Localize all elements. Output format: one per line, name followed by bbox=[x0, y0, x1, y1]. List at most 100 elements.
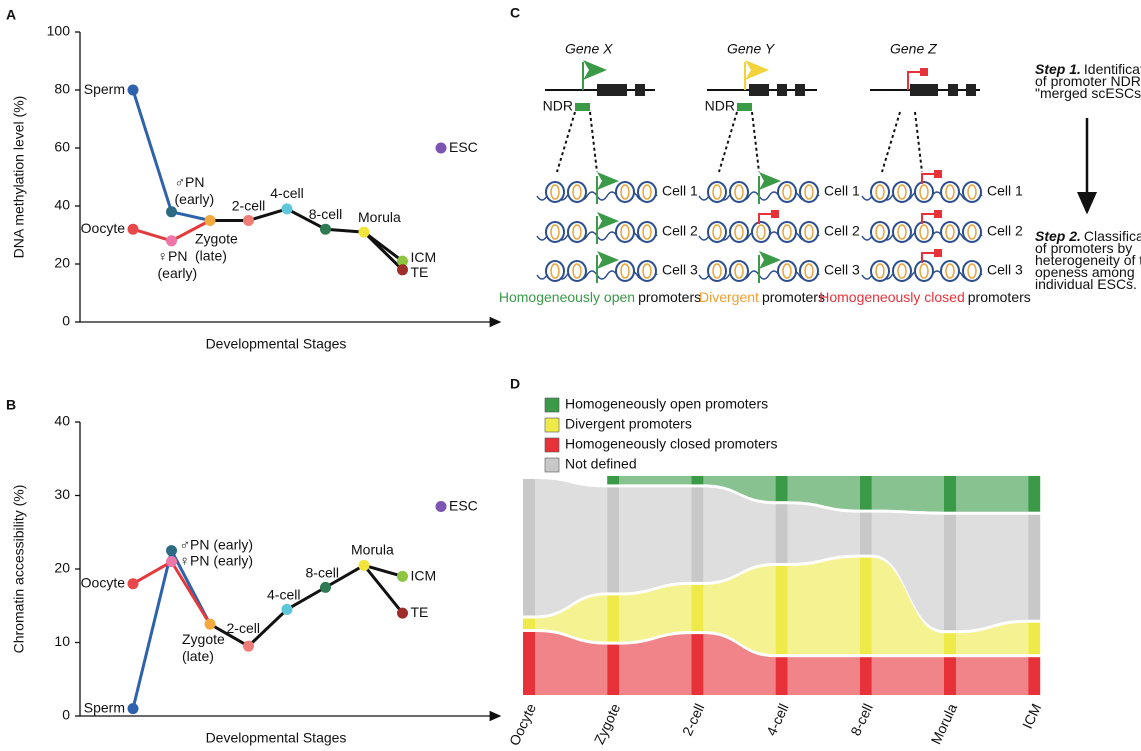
stage-label: ICM bbox=[1019, 701, 1044, 731]
stage-link bbox=[324, 564, 365, 589]
nucleosome-core bbox=[919, 263, 929, 279]
step-label: Step 2. bbox=[1035, 228, 1081, 244]
point-label-line: TE bbox=[411, 604, 429, 620]
point-label: 2-cell bbox=[227, 620, 260, 636]
y-axis-label: Chromatin accessibility (%) bbox=[11, 485, 27, 654]
point-label: Oocyte bbox=[81, 574, 126, 590]
step-line: individual ESCs. bbox=[1035, 276, 1137, 292]
nucleosome bbox=[637, 260, 657, 282]
y-axis-label: DNA methylation level (%) bbox=[11, 96, 27, 259]
nucleosome-core bbox=[782, 184, 792, 200]
panel-label: C bbox=[510, 5, 520, 21]
open-flag bbox=[597, 251, 619, 269]
nucleosome bbox=[870, 260, 890, 282]
flow bbox=[871, 657, 944, 695]
nucleosome-core bbox=[734, 224, 744, 240]
panel-label: B bbox=[6, 397, 16, 413]
flow bbox=[956, 622, 1029, 655]
point-label-line: TE bbox=[411, 264, 429, 280]
flow bbox=[787, 476, 860, 510]
nucleosome bbox=[914, 260, 934, 282]
stage-link bbox=[363, 563, 403, 578]
stage-point bbox=[166, 235, 177, 247]
y-tick-label: 30 bbox=[54, 486, 70, 502]
stage-link bbox=[248, 207, 288, 222]
stage-segment bbox=[859, 476, 872, 510]
point-label-line: ♀PN (early) bbox=[180, 552, 254, 568]
y-tick-label: 100 bbox=[47, 23, 71, 39]
open-flag bbox=[759, 172, 781, 190]
ndr-box bbox=[737, 103, 752, 111]
nucleosome-core bbox=[550, 263, 560, 279]
flow bbox=[956, 657, 1029, 695]
nucleosome bbox=[637, 181, 657, 203]
point-label-line: 8-cell bbox=[309, 206, 342, 222]
gene-name: Gene X bbox=[565, 41, 613, 57]
nucleosome bbox=[707, 260, 727, 282]
stage-segment bbox=[775, 657, 788, 695]
nucleosome bbox=[545, 181, 565, 203]
y-tick-label: 40 bbox=[54, 197, 70, 213]
stage-segment bbox=[691, 476, 704, 485]
caption-rest: promoters bbox=[638, 289, 701, 305]
stage-segment bbox=[944, 633, 956, 655]
nucleosome-core bbox=[712, 263, 722, 279]
flow bbox=[619, 476, 692, 485]
caption: Homogeneously closed promoters bbox=[819, 289, 1031, 305]
open-flag bbox=[759, 251, 781, 269]
point-label-line: ICM bbox=[411, 567, 437, 583]
nucleosome bbox=[892, 221, 912, 243]
stage-segment bbox=[775, 504, 788, 563]
nucleosome bbox=[637, 221, 657, 243]
stage-link bbox=[247, 608, 289, 648]
nucleosome bbox=[870, 221, 890, 243]
closed-mark bbox=[921, 173, 936, 184]
flow bbox=[956, 476, 1029, 512]
nucleosome-core bbox=[620, 184, 630, 200]
panel-label: D bbox=[510, 376, 520, 392]
point-label: Zygote (late) bbox=[182, 631, 225, 664]
nucleosome-core bbox=[804, 224, 814, 240]
nucleosome bbox=[799, 260, 819, 282]
nucleosome-core bbox=[756, 224, 766, 240]
nucleosome bbox=[962, 221, 982, 243]
point-label: ♀PN (early) bbox=[158, 248, 198, 281]
nucleosome bbox=[799, 221, 819, 243]
point-label-line: ICM bbox=[411, 249, 437, 265]
flow bbox=[535, 595, 608, 642]
nucleosome-core bbox=[572, 224, 582, 240]
point-label: ICM bbox=[411, 567, 437, 583]
flow bbox=[956, 514, 1029, 631]
flow bbox=[535, 632, 608, 695]
stage-point bbox=[243, 640, 254, 652]
point-label-line: Sperm bbox=[84, 699, 125, 715]
nucleosome-core bbox=[550, 184, 560, 200]
nucleosome bbox=[729, 260, 749, 282]
nucleosome bbox=[729, 181, 749, 203]
stage-segment bbox=[775, 476, 788, 502]
flow bbox=[535, 479, 608, 616]
flag bbox=[583, 60, 607, 80]
stage-point bbox=[281, 203, 293, 215]
y-tick-label: 10 bbox=[54, 633, 70, 649]
ndr-box bbox=[575, 103, 590, 111]
nucleosome-core bbox=[804, 184, 814, 200]
nucleosome bbox=[729, 221, 749, 243]
cell-label: Cell 2 bbox=[987, 223, 1023, 239]
point-label-line: Oocyte bbox=[81, 220, 126, 236]
nucleosome bbox=[545, 221, 565, 243]
point-label: 2-cell bbox=[232, 197, 265, 213]
nucleosome bbox=[914, 221, 934, 243]
stage-segment bbox=[691, 584, 704, 632]
point-label: Zygote (late) bbox=[195, 230, 238, 263]
stage-segment bbox=[691, 634, 704, 695]
nucleosome-core bbox=[945, 184, 955, 200]
point-label-line: 2-cell bbox=[227, 620, 260, 636]
point-label-line: 8-cell bbox=[306, 564, 339, 580]
point-label-line: (early) bbox=[175, 191, 215, 207]
point-label-line: ESC bbox=[449, 139, 478, 155]
stage-point bbox=[358, 559, 370, 571]
stage-link bbox=[325, 227, 365, 234]
y-tick-label: 20 bbox=[54, 255, 70, 271]
point-label-line: 4-cell bbox=[267, 586, 300, 602]
